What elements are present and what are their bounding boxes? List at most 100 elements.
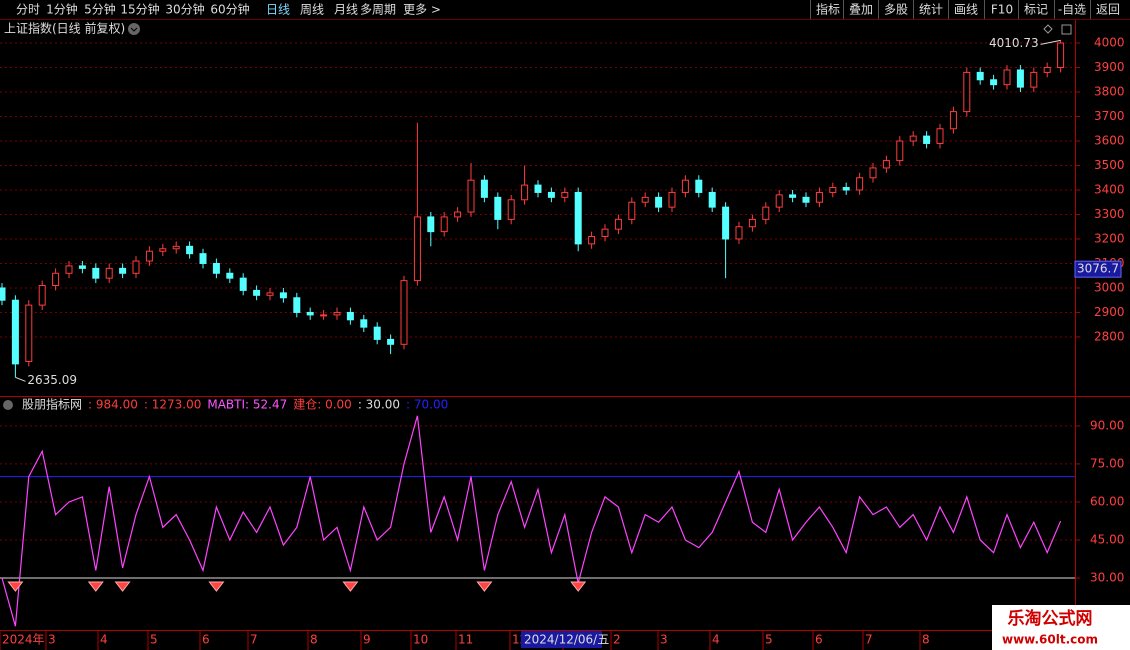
x-tick-label: 7 bbox=[250, 633, 258, 647]
y-tick-label: 2900 bbox=[1094, 305, 1125, 319]
x-tick-label: 8 bbox=[310, 633, 318, 647]
candle-body bbox=[882, 160, 890, 169]
title-menu[interactable] bbox=[128, 23, 140, 35]
candle-body bbox=[467, 179, 475, 213]
candle-body bbox=[802, 196, 810, 203]
x-tick-label: 3 bbox=[48, 633, 56, 647]
y-tick-label: 3200 bbox=[1094, 231, 1125, 245]
candle-body bbox=[494, 196, 502, 220]
candle-body bbox=[762, 206, 770, 220]
toolbar bbox=[0, 0, 1130, 19]
candle-body bbox=[306, 311, 314, 316]
watermark-bg bbox=[992, 605, 1130, 650]
candle-body bbox=[815, 191, 823, 203]
toolbar-button[interactable]: 叠加 bbox=[849, 3, 873, 17]
annotation: 2635.09 bbox=[27, 373, 77, 387]
toolbar-button[interactable]: 多股 bbox=[884, 3, 908, 17]
candle-body bbox=[78, 265, 86, 269]
indicator-header: 建仓: 0.00 bbox=[293, 398, 352, 412]
y-tick-label: 90.00 bbox=[1090, 418, 1124, 432]
candle-body bbox=[735, 226, 743, 240]
candle-body bbox=[601, 228, 609, 238]
candle-body bbox=[145, 250, 153, 262]
toolbar-button[interactable]: 标记 bbox=[1024, 3, 1048, 17]
candle-body bbox=[668, 191, 676, 208]
candle-body bbox=[588, 236, 596, 245]
toolbar-button[interactable]: 返回 bbox=[1096, 3, 1120, 17]
main-title: 上证指数(日线 前复权) bbox=[4, 21, 125, 36]
annotation-arrow bbox=[15, 376, 26, 382]
toolbar-button[interactable]: F10 bbox=[991, 3, 1013, 17]
y-tick-label: 3000 bbox=[1094, 280, 1125, 294]
annotation: 4010.73 bbox=[989, 36, 1039, 50]
toolbar-button[interactable]: 日线 bbox=[266, 3, 290, 17]
candle-body bbox=[789, 194, 797, 198]
candle-body bbox=[869, 167, 877, 179]
candle-body bbox=[212, 262, 220, 274]
indicator-menu[interactable] bbox=[3, 400, 13, 410]
watermark-name: 乐淘公式网 bbox=[1008, 608, 1093, 629]
buy-signal bbox=[87, 581, 104, 592]
candle-body bbox=[963, 71, 971, 113]
candle-body bbox=[748, 218, 756, 228]
candle-body bbox=[400, 280, 408, 345]
toolbar-button[interactable]: -自选 bbox=[1058, 3, 1086, 17]
candle-body bbox=[266, 292, 274, 296]
candle-body bbox=[373, 326, 381, 340]
toolbar-button[interactable]: 5分钟 bbox=[84, 2, 116, 17]
toolbar-button[interactable]: 更多 > bbox=[403, 3, 441, 17]
indicator-header: MABTI: 52.47 bbox=[207, 398, 287, 412]
x-tick-label: 6 bbox=[815, 633, 823, 647]
panel-toggle[interactable] bbox=[1061, 24, 1072, 35]
candle-body bbox=[641, 196, 649, 203]
candle-body bbox=[480, 179, 488, 198]
candle-body bbox=[521, 184, 529, 201]
candle-body bbox=[896, 140, 904, 162]
y-tick-label: 45.00 bbox=[1090, 532, 1124, 546]
candle-body bbox=[333, 311, 341, 316]
watermark-url: www.60lt.com bbox=[1002, 633, 1098, 647]
candle-body bbox=[695, 179, 703, 193]
toolbar-button[interactable]: 1分钟 bbox=[46, 2, 78, 17]
candle-body bbox=[346, 311, 354, 321]
toolbar-button[interactable]: 15分钟 bbox=[120, 2, 159, 17]
candle-body bbox=[65, 265, 73, 274]
candle-body bbox=[387, 338, 395, 345]
indicator-header: : 1273.00 bbox=[144, 398, 201, 412]
x-tick-label: 4 bbox=[712, 633, 720, 647]
cursor-date: 2024/12/06/五 bbox=[524, 633, 609, 647]
candle-body bbox=[561, 191, 569, 198]
buy-signal bbox=[476, 581, 493, 592]
candle-body bbox=[949, 111, 957, 130]
title-menu-arrow bbox=[130, 27, 138, 32]
candle-body bbox=[92, 267, 100, 279]
candle-body bbox=[775, 194, 783, 208]
toolbar-button[interactable]: 周线 bbox=[300, 3, 324, 17]
candle-body bbox=[279, 292, 287, 299]
candle-body bbox=[936, 128, 944, 144]
cursor-date-box bbox=[521, 631, 602, 648]
candle-body bbox=[1016, 69, 1024, 88]
candle-body bbox=[923, 135, 931, 144]
x-tick-label: 6 bbox=[202, 633, 210, 647]
x-tick-label: 11 bbox=[458, 633, 473, 647]
toolbar-button[interactable]: 指标 bbox=[816, 2, 840, 17]
candle-body bbox=[427, 216, 435, 233]
candle-body bbox=[829, 187, 837, 193]
toolbar-button[interactable]: 月线 bbox=[334, 3, 358, 17]
candle-body bbox=[976, 71, 984, 81]
candle-body bbox=[856, 177, 864, 191]
candle-body bbox=[614, 218, 622, 230]
diamond-icon[interactable] bbox=[1043, 24, 1053, 34]
candle-body bbox=[547, 191, 555, 198]
toolbar-button[interactable]: 60分钟 bbox=[210, 2, 249, 17]
buy-signal bbox=[114, 581, 131, 592]
indicator-line bbox=[1, 415, 1062, 627]
toolbar-button[interactable]: 画线 bbox=[954, 3, 978, 17]
candle-body bbox=[440, 216, 448, 233]
toolbar-button[interactable]: 统计 bbox=[919, 3, 943, 17]
toolbar-button[interactable]: 30分钟 bbox=[165, 2, 204, 17]
toolbar-button[interactable]: 多周期 bbox=[360, 3, 396, 17]
toolbar-button[interactable]: 分时 bbox=[16, 3, 40, 17]
